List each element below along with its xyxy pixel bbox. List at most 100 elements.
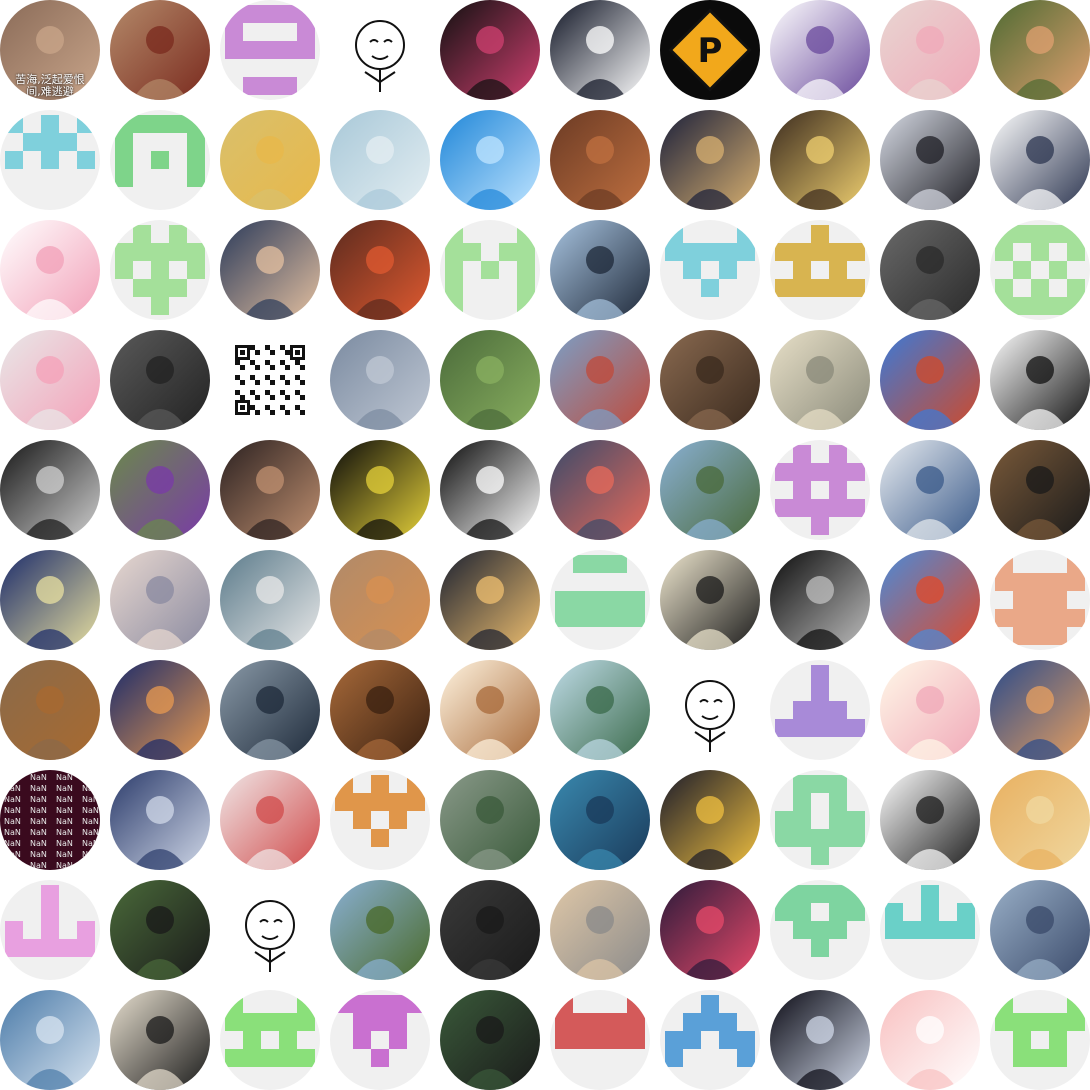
contributor-avatar[interactable] — [0, 990, 100, 1090]
contributor-avatar[interactable] — [110, 440, 210, 540]
contributor-avatar[interactable] — [770, 550, 870, 650]
contributor-avatar[interactable]: 苦海,泛起爱恨 间,难逃避 — [0, 0, 100, 100]
contributor-avatar[interactable] — [220, 660, 320, 760]
contributor-avatar[interactable] — [990, 440, 1090, 540]
contributor-avatar[interactable] — [990, 770, 1090, 870]
contributor-avatar[interactable] — [550, 220, 650, 320]
contributor-avatar[interactable] — [990, 880, 1090, 980]
contributor-avatar[interactable] — [550, 880, 650, 980]
contributor-avatar[interactable] — [110, 220, 210, 320]
contributor-avatar[interactable] — [550, 0, 650, 100]
contributor-avatar[interactable] — [220, 220, 320, 320]
contributor-avatar[interactable] — [330, 220, 430, 320]
contributor-avatar[interactable] — [110, 660, 210, 760]
contributor-avatar[interactable] — [330, 110, 430, 210]
contributor-avatar[interactable] — [990, 990, 1090, 1090]
contributor-avatar[interactable] — [770, 440, 870, 540]
contributor-avatar[interactable] — [880, 660, 980, 760]
contributor-avatar[interactable] — [0, 110, 100, 210]
contributor-avatar[interactable] — [0, 660, 100, 760]
contributor-avatar[interactable] — [220, 0, 320, 100]
contributor-avatar[interactable] — [880, 440, 980, 540]
contributor-avatar[interactable] — [220, 990, 320, 1090]
contributor-avatar[interactable] — [220, 440, 320, 540]
contributor-avatar[interactable] — [770, 770, 870, 870]
contributor-avatar[interactable] — [440, 110, 540, 210]
contributor-avatar[interactable] — [550, 660, 650, 760]
contributor-avatar[interactable] — [440, 770, 540, 870]
contributor-avatar[interactable] — [880, 220, 980, 320]
contributor-avatar[interactable] — [770, 0, 870, 100]
contributor-avatar[interactable] — [660, 550, 760, 650]
contributor-avatar[interactable] — [110, 880, 210, 980]
contributor-avatar[interactable] — [440, 660, 540, 760]
contributor-avatar[interactable] — [880, 880, 980, 980]
contributor-avatar[interactable] — [440, 990, 540, 1090]
contributor-avatar[interactable] — [550, 330, 650, 430]
contributor-avatar[interactable] — [0, 440, 100, 540]
contributor-avatar[interactable] — [660, 990, 760, 1090]
contributor-avatar[interactable] — [220, 770, 320, 870]
contributor-avatar[interactable] — [110, 0, 210, 100]
contributor-avatar[interactable] — [770, 990, 870, 1090]
contributor-avatar[interactable] — [0, 220, 100, 320]
contributor-avatar[interactable] — [330, 330, 430, 430]
contributor-avatar[interactable] — [660, 880, 760, 980]
contributor-avatar[interactable] — [220, 330, 320, 430]
contributor-avatar[interactable] — [330, 880, 430, 980]
contributor-avatar[interactable] — [220, 550, 320, 650]
contributor-avatar[interactable] — [550, 440, 650, 540]
contributor-avatar[interactable] — [990, 330, 1090, 430]
contributor-avatar[interactable] — [880, 990, 980, 1090]
contributor-avatar[interactable] — [220, 110, 320, 210]
contributor-avatar[interactable] — [990, 550, 1090, 650]
contributor-avatar[interactable] — [660, 660, 760, 760]
contributor-avatar[interactable] — [550, 550, 650, 650]
contributor-avatar[interactable] — [990, 660, 1090, 760]
contributor-avatar[interactable] — [770, 660, 870, 760]
contributor-avatar[interactable] — [440, 220, 540, 320]
contributor-avatar[interactable] — [990, 0, 1090, 100]
contributor-avatar[interactable] — [110, 110, 210, 210]
contributor-avatar[interactable] — [660, 440, 760, 540]
contributor-avatar[interactable] — [330, 440, 430, 540]
contributor-avatar[interactable] — [110, 550, 210, 650]
contributor-avatar[interactable] — [0, 550, 100, 650]
contributor-avatar[interactable] — [0, 880, 100, 980]
contributor-avatar[interactable] — [880, 550, 980, 650]
contributor-avatar[interactable] — [110, 990, 210, 1090]
contributor-avatar[interactable] — [770, 330, 870, 430]
contributor-avatar[interactable]: P — [660, 0, 760, 100]
contributor-avatar[interactable] — [880, 770, 980, 870]
contributor-avatar[interactable] — [880, 0, 980, 100]
contributor-avatar[interactable] — [440, 550, 540, 650]
contributor-avatar[interactable] — [550, 990, 650, 1090]
contributor-avatar[interactable] — [660, 110, 760, 210]
contributor-avatar[interactable] — [770, 110, 870, 210]
contributor-avatar[interactable] — [990, 110, 1090, 210]
contributor-avatar[interactable] — [440, 330, 540, 430]
contributor-avatar[interactable] — [440, 880, 540, 980]
contributor-avatar[interactable] — [330, 0, 430, 100]
contributor-avatar[interactable] — [330, 550, 430, 650]
contributor-avatar[interactable] — [330, 990, 430, 1090]
contributor-avatar[interactable] — [880, 110, 980, 210]
contributor-avatar[interactable] — [330, 660, 430, 760]
contributor-avatar[interactable] — [770, 220, 870, 320]
contributor-avatar[interactable] — [220, 880, 320, 980]
contributor-avatar[interactable] — [880, 330, 980, 430]
contributor-avatar[interactable] — [770, 880, 870, 980]
contributor-avatar[interactable] — [110, 330, 210, 430]
contributor-avatar[interactable]: NaN NaN NaN NaN NaN NaN NaN NaN NaN NaN NaN NaN NaN N… — [0, 770, 100, 870]
contributor-avatar[interactable] — [330, 770, 430, 870]
contributor-avatar[interactable] — [660, 330, 760, 430]
contributor-avatar[interactable] — [440, 0, 540, 100]
contributor-avatar[interactable] — [0, 330, 100, 430]
contributor-avatar[interactable] — [550, 110, 650, 210]
contributor-avatar[interactable] — [660, 770, 760, 870]
contributor-avatar[interactable] — [440, 440, 540, 540]
contributor-avatar[interactable] — [990, 220, 1090, 320]
contributor-avatar[interactable] — [550, 770, 650, 870]
contributor-avatar[interactable] — [110, 770, 210, 870]
contributor-avatar[interactable] — [660, 220, 760, 320]
